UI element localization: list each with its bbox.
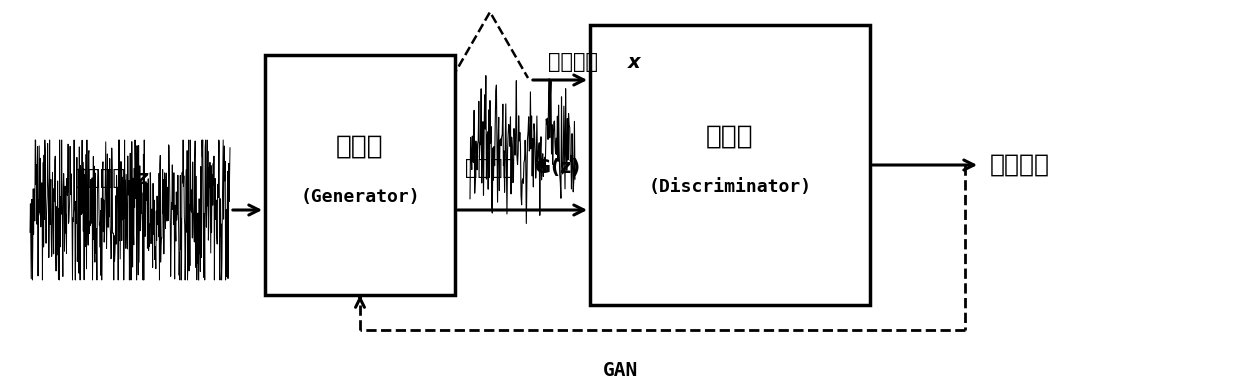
Bar xyxy=(265,55,455,295)
Text: 生成器: 生成器 xyxy=(336,134,384,160)
Text: G(z): G(z) xyxy=(536,159,580,177)
Text: 生成数据: 生成数据 xyxy=(465,158,515,178)
Text: 随机噪声: 随机噪声 xyxy=(74,168,125,188)
Text: 判断结果: 判断结果 xyxy=(990,153,1050,177)
Text: 判别器: 判别器 xyxy=(707,124,754,150)
Text: x: x xyxy=(627,52,641,71)
Text: z: z xyxy=(136,168,148,187)
Text: (Generator): (Generator) xyxy=(300,188,420,206)
Text: 真实数据: 真实数据 xyxy=(548,52,598,72)
Text: GAN: GAN xyxy=(603,360,637,379)
Bar xyxy=(590,25,870,305)
Text: (Discriminator): (Discriminator) xyxy=(649,178,811,196)
